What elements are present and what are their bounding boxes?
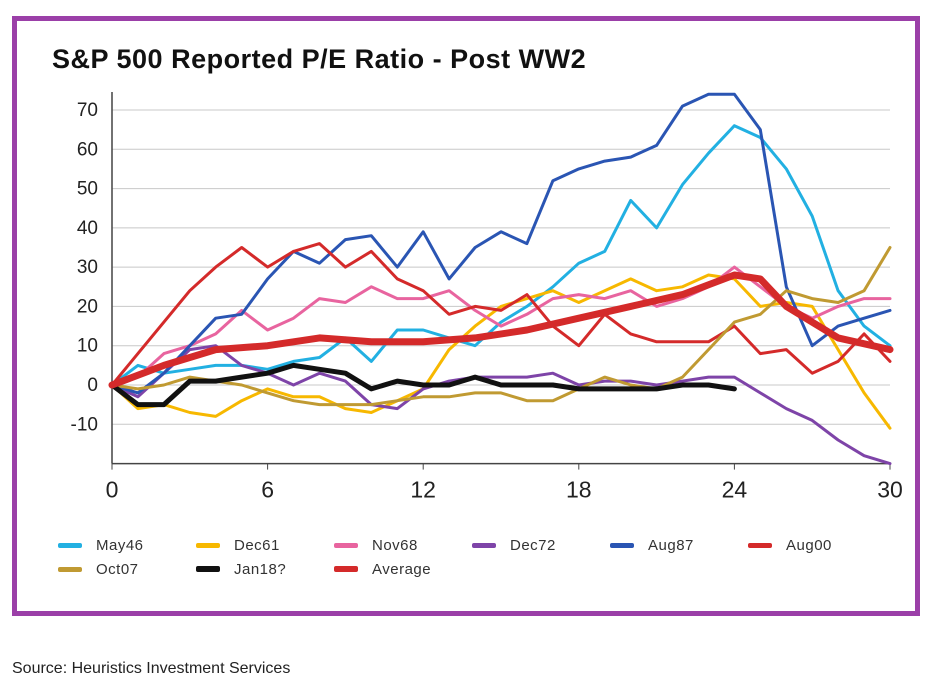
legend-swatch [196,566,220,572]
legend-label: May46 [96,536,144,554]
legend-swatch [58,542,82,548]
legend-item: Aug87 [610,534,694,556]
legend-label: Average [372,560,432,578]
legend-label: Jan18? [234,560,287,578]
x-tick-label: 30 [877,477,903,503]
x-tick-label: 24 [722,477,748,503]
x-tick-label: 12 [410,477,436,503]
legend-item: Average [334,558,431,580]
legend-label: Aug00 [786,536,832,554]
legend-swatch [58,566,82,572]
legend-swatch [748,542,772,548]
series-line-jan18 [109,362,737,408]
series-line-average [108,271,894,389]
series-line-oct07 [110,246,892,407]
y-tick-label: 50 [77,179,98,200]
legend-label: Dec61 [234,536,280,554]
y-tick-label: 20 [77,296,98,317]
legend-label: Oct07 [96,560,139,578]
legend-swatch [334,566,358,572]
legend-swatch [334,542,358,548]
legend-label: Nov68 [372,536,418,554]
series-line-aug00 [110,242,892,387]
y-tick-label: 0 [87,375,98,396]
x-tick-label: 0 [106,477,119,503]
y-tick-label: 40 [77,218,98,239]
y-tick-label: 70 [77,100,98,121]
y-tick-label: 60 [77,139,98,160]
legend-item: Dec61 [196,534,280,556]
legend-item: Aug00 [748,534,832,556]
chart-frame [12,16,920,616]
y-tick-label: -10 [71,414,98,435]
series-line-dec61 [110,273,892,430]
legend-item: May46 [58,534,144,556]
legend-swatch [196,542,220,548]
legend-item: Oct07 [58,558,139,580]
legend-item: Jan18? [196,558,286,580]
series-line-aug87 [110,92,892,395]
legend-label: Dec72 [510,536,556,554]
y-tick-label: 10 [77,336,98,357]
legend-item: Nov68 [334,534,418,556]
series-line-dec72 [110,344,892,466]
legend-swatch [610,542,634,548]
y-tick-label: 30 [77,257,98,278]
legend-item: Dec72 [472,534,556,556]
legend-swatch [472,542,496,548]
series-line-nov68 [110,265,892,387]
x-tick-label: 6 [261,477,274,503]
chart-title: S&P 500 Reported P/E Ratio - Post WW2 [52,44,587,74]
legend-label: Aug87 [648,536,694,554]
source-note: Source: Heuristics Investment Services [12,660,291,677]
x-tick-label: 18 [566,477,592,503]
